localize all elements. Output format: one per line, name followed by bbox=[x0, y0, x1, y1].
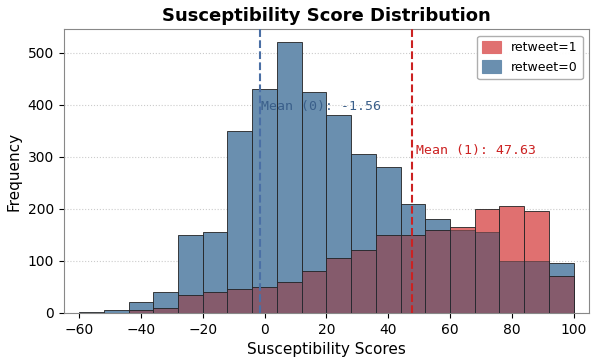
Bar bbox=[203, 232, 228, 313]
Bar bbox=[499, 206, 524, 313]
Bar bbox=[327, 258, 351, 313]
Text: Mean (0): -1.56: Mean (0): -1.56 bbox=[262, 100, 381, 113]
Bar bbox=[203, 292, 228, 313]
Bar bbox=[499, 261, 524, 313]
Bar bbox=[549, 264, 573, 313]
Bar bbox=[425, 230, 450, 313]
Bar bbox=[327, 258, 351, 313]
Bar bbox=[79, 312, 104, 313]
Bar bbox=[277, 282, 302, 313]
X-axis label: Susceptibility Scores: Susceptibility Scores bbox=[247, 342, 406, 357]
Bar bbox=[228, 131, 252, 313]
Title: Susceptibility Score Distribution: Susceptibility Score Distribution bbox=[162, 7, 491, 25]
Bar bbox=[252, 287, 277, 313]
Bar bbox=[474, 232, 499, 313]
Bar bbox=[351, 154, 376, 313]
Bar bbox=[277, 282, 302, 313]
Bar bbox=[401, 203, 425, 313]
Bar bbox=[153, 292, 178, 313]
Bar bbox=[153, 308, 178, 313]
Bar bbox=[351, 250, 376, 313]
Bar bbox=[450, 230, 474, 313]
Bar bbox=[302, 271, 327, 313]
Bar bbox=[178, 294, 203, 313]
Bar bbox=[228, 289, 252, 313]
Bar bbox=[450, 227, 474, 313]
Bar bbox=[474, 209, 499, 313]
Bar bbox=[450, 230, 474, 313]
Bar bbox=[376, 167, 401, 313]
Bar bbox=[351, 250, 376, 313]
Bar bbox=[178, 235, 203, 313]
Y-axis label: Frequency: Frequency bbox=[7, 131, 22, 211]
Bar bbox=[178, 294, 203, 313]
Bar bbox=[327, 115, 351, 313]
Bar bbox=[549, 276, 573, 313]
Bar bbox=[252, 89, 277, 313]
Bar bbox=[401, 235, 425, 313]
Bar bbox=[277, 42, 302, 313]
Bar bbox=[252, 287, 277, 313]
Bar bbox=[203, 292, 228, 313]
Bar bbox=[499, 261, 524, 313]
Bar bbox=[302, 271, 327, 313]
Bar bbox=[425, 219, 450, 313]
Bar bbox=[425, 230, 450, 313]
Bar bbox=[524, 261, 549, 313]
Bar bbox=[401, 235, 425, 313]
Bar bbox=[524, 211, 549, 313]
Bar bbox=[376, 235, 401, 313]
Bar bbox=[228, 289, 252, 313]
Bar bbox=[524, 261, 549, 313]
Legend: retweet=1, retweet=0: retweet=1, retweet=0 bbox=[477, 36, 583, 79]
Bar bbox=[153, 308, 178, 313]
Bar bbox=[129, 302, 153, 313]
Bar bbox=[104, 310, 129, 313]
Bar bbox=[302, 92, 327, 313]
Bar bbox=[376, 235, 401, 313]
Bar bbox=[474, 232, 499, 313]
Text: Mean (1): 47.63: Mean (1): 47.63 bbox=[416, 144, 536, 157]
Bar bbox=[129, 310, 153, 313]
Bar bbox=[549, 276, 573, 313]
Bar bbox=[129, 310, 153, 313]
